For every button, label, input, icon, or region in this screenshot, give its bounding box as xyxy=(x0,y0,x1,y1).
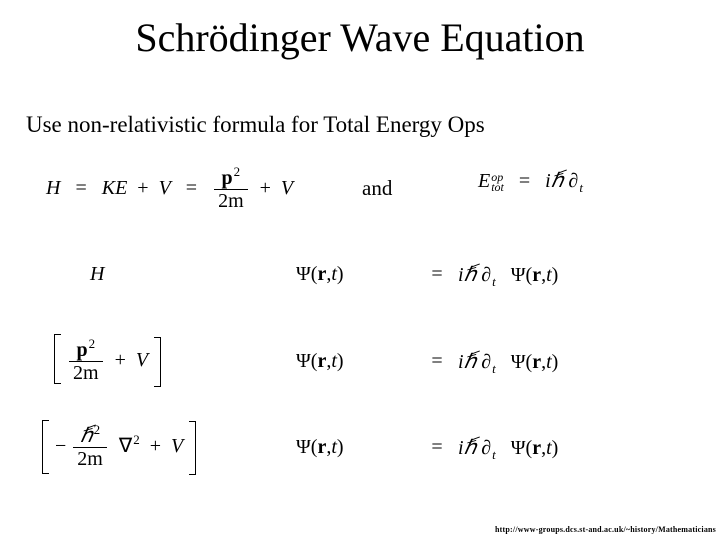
slide-title: Schrödinger Wave Equation xyxy=(0,14,720,61)
and-label: and xyxy=(362,176,392,201)
energy-operator-definition: Eoptot = iℏ ∂t xyxy=(478,168,583,193)
slide: Schrödinger Wave Equation Use non-relati… xyxy=(0,0,720,540)
footer-link: http://www-groups.dcs.st-and.ac.uk/~hist… xyxy=(495,525,716,534)
equation-schrodinger-H: H Ψ(r,t) = iℏ ∂t Ψ(r,t) xyxy=(90,262,658,287)
equation-schrodinger-momentum: p2 2m + V Ψ(r,t) = iℏ ∂t Ψ(r,t) xyxy=(54,334,658,389)
slide-subtitle: Use non-relativistic formula for Total E… xyxy=(26,112,485,138)
equation-schrodinger-laplacian: − ℏ2 2m ∇2 + V Ψ(r,t) = iℏ xyxy=(42,420,658,475)
hamiltonian-definition: H = KE + V = p2 2m + V xyxy=(46,168,293,211)
